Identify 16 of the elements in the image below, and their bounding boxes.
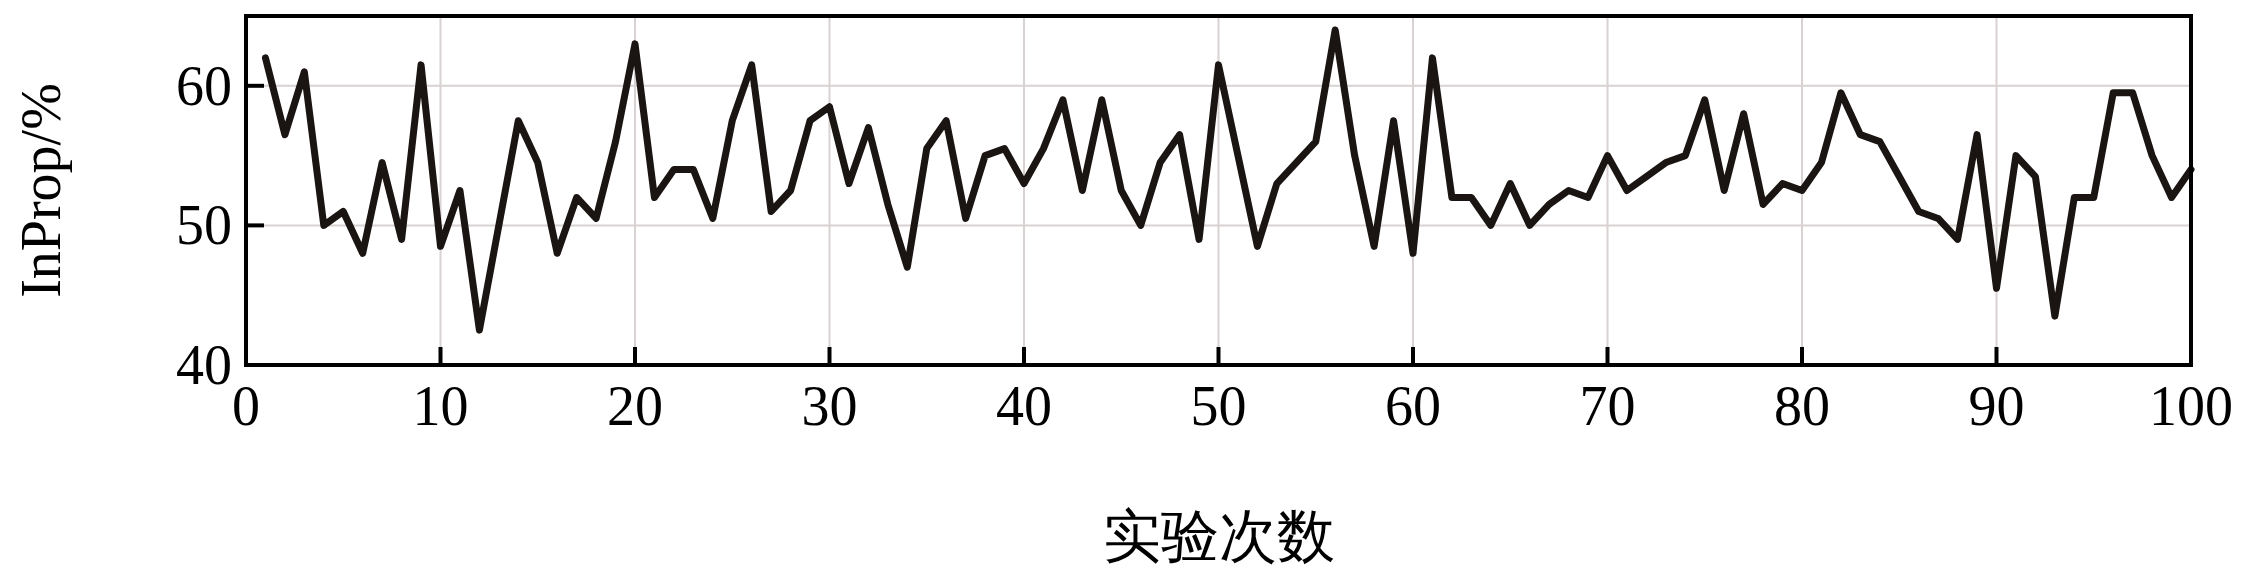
x-tick-label: 10 — [412, 375, 469, 437]
x-tick-label: 100 — [2149, 375, 2233, 437]
x-tick-label: 30 — [801, 375, 858, 437]
x-tick-label: 80 — [1774, 375, 1830, 437]
x-tick-label: 60 — [1385, 375, 1441, 437]
x-tick-label: 20 — [607, 375, 663, 437]
x-tick-label: 40 — [996, 375, 1052, 437]
x-tick-label: 50 — [1190, 375, 1247, 437]
x-tick-label: 0 — [232, 375, 260, 437]
x-tick-label: 70 — [1579, 375, 1636, 437]
x-axis-title: 实验次数 — [1102, 504, 1335, 569]
y-tick-label: 50 — [176, 194, 232, 257]
y-axis-title: InProp/% — [10, 83, 72, 298]
y-tick-label: 60 — [176, 54, 232, 117]
x-tick-label: 90 — [1968, 375, 2025, 437]
y-tick-label: 40 — [176, 334, 232, 396]
